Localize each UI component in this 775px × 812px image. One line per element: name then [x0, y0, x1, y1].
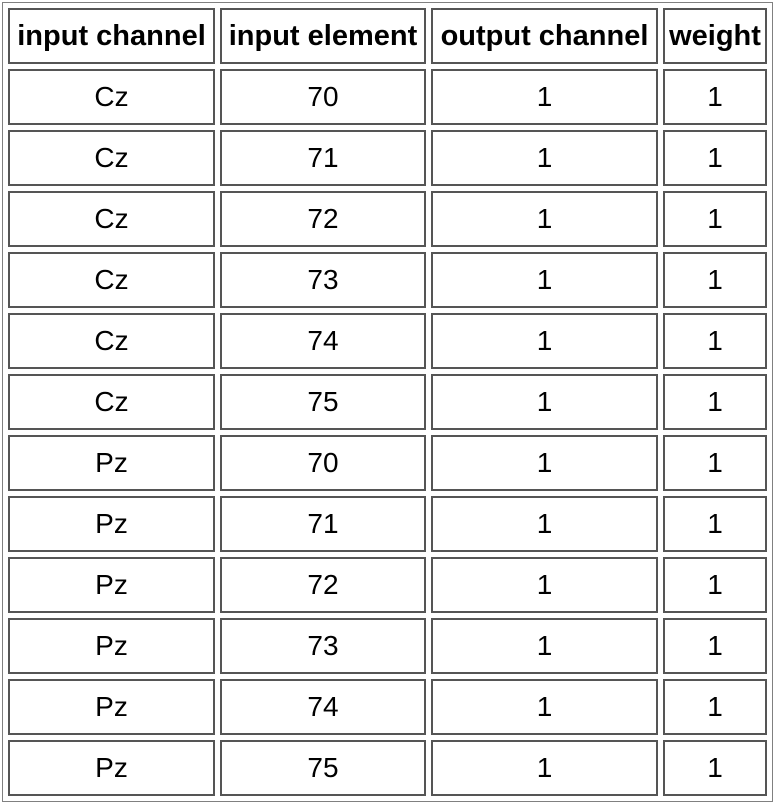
table-row: Cz 72 1 1 [8, 191, 767, 247]
cell-weight: 1 [663, 557, 767, 613]
cell-input-channel: Pz [8, 496, 215, 552]
cell-input-channel: Pz [8, 435, 215, 491]
cell-input-channel: Pz [8, 557, 215, 613]
cell-output-channel: 1 [431, 191, 658, 247]
cell-output-channel: 1 [431, 313, 658, 369]
cell-weight: 1 [663, 374, 767, 430]
table-row: Cz 73 1 1 [8, 252, 767, 308]
cell-input-element: 71 [220, 130, 426, 186]
cell-input-element: 73 [220, 618, 426, 674]
table-row: Pz 72 1 1 [8, 557, 767, 613]
cell-output-channel: 1 [431, 740, 658, 796]
header-row: input channel input element output chann… [8, 8, 767, 64]
table-row: Pz 73 1 1 [8, 618, 767, 674]
table-header: input channel input element output chann… [8, 8, 767, 64]
cell-input-element: 72 [220, 191, 426, 247]
cell-output-channel: 1 [431, 374, 658, 430]
cell-weight: 1 [663, 69, 767, 125]
cell-input-channel: Cz [8, 191, 215, 247]
cell-weight: 1 [663, 496, 767, 552]
cell-output-channel: 1 [431, 679, 658, 735]
cell-input-channel: Cz [8, 374, 215, 430]
cell-output-channel: 1 [431, 435, 658, 491]
cell-input-element: 75 [220, 374, 426, 430]
table-row: Cz 74 1 1 [8, 313, 767, 369]
table-row: Cz 71 1 1 [8, 130, 767, 186]
cell-output-channel: 1 [431, 130, 658, 186]
cell-input-element: 74 [220, 679, 426, 735]
cell-input-element: 74 [220, 313, 426, 369]
cell-input-element: 72 [220, 557, 426, 613]
table-row: Pz 74 1 1 [8, 679, 767, 735]
cell-input-element: 73 [220, 252, 426, 308]
header-input-element: input element [220, 8, 426, 64]
cell-input-element: 75 [220, 740, 426, 796]
header-output-channel: output channel [431, 8, 658, 64]
cell-output-channel: 1 [431, 618, 658, 674]
table-row: Pz 75 1 1 [8, 740, 767, 796]
cell-output-channel: 1 [431, 69, 658, 125]
cell-input-channel: Cz [8, 130, 215, 186]
cell-weight: 1 [663, 313, 767, 369]
cell-weight: 1 [663, 252, 767, 308]
cell-input-channel: Pz [8, 679, 215, 735]
cell-input-channel: Cz [8, 252, 215, 308]
table-row: Cz 75 1 1 [8, 374, 767, 430]
table-body: Cz 70 1 1 Cz 71 1 1 Cz 72 1 1 Cz 73 1 1 Cz 74 1 1 Cz 75 1 1 Pz 70… [8, 69, 767, 796]
cell-input-element: 71 [220, 496, 426, 552]
header-weight: weight [663, 8, 767, 64]
cell-output-channel: 1 [431, 557, 658, 613]
cell-output-channel: 1 [431, 252, 658, 308]
cell-weight: 1 [663, 679, 767, 735]
cell-input-channel: Pz [8, 618, 215, 674]
cell-weight: 1 [663, 618, 767, 674]
header-input-channel: input channel [8, 8, 215, 64]
cell-input-element: 70 [220, 69, 426, 125]
cell-input-channel: Cz [8, 313, 215, 369]
table-row: Pz 70 1 1 [8, 435, 767, 491]
cell-input-channel: Cz [8, 69, 215, 125]
cell-input-element: 70 [220, 435, 426, 491]
cell-weight: 1 [663, 740, 767, 796]
cell-output-channel: 1 [431, 496, 658, 552]
cell-input-channel: Pz [8, 740, 215, 796]
cell-weight: 1 [663, 435, 767, 491]
cell-weight: 1 [663, 191, 767, 247]
cell-weight: 1 [663, 130, 767, 186]
table-row: Pz 71 1 1 [8, 496, 767, 552]
table-row: Cz 70 1 1 [8, 69, 767, 125]
